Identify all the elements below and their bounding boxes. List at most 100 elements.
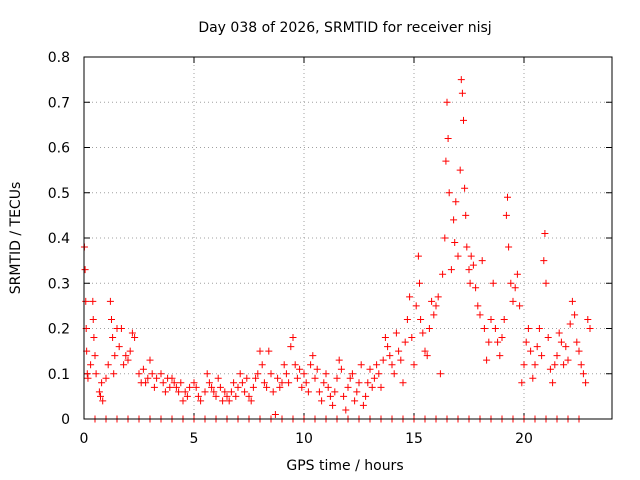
data-point — [285, 379, 293, 387]
data-point — [511, 284, 519, 292]
tick-labels: 0 5 10 15 20 0 0.1 0.2 0.3 0.4 0.5 0.6 0.7 0.8 — [48, 50, 533, 447]
data-point — [562, 343, 570, 351]
data-point — [353, 388, 361, 396]
data-point — [346, 374, 354, 382]
data-point — [373, 361, 381, 369]
data-point — [450, 216, 458, 224]
data-point — [192, 383, 200, 391]
data-point — [551, 361, 559, 369]
data-point — [324, 383, 332, 391]
data-point — [108, 315, 115, 323]
data-point — [520, 361, 528, 369]
data-point — [135, 370, 143, 378]
data-point — [150, 383, 158, 391]
data-point — [457, 76, 465, 84]
data-point — [524, 325, 532, 332]
data-point — [439, 270, 447, 278]
data-point — [472, 284, 480, 292]
y-tick-label: 0 — [61, 412, 70, 428]
data-point — [280, 361, 288, 369]
data-point — [110, 370, 118, 378]
data-point — [223, 392, 231, 400]
data-point — [560, 361, 568, 369]
data-point — [458, 89, 466, 97]
data-point — [243, 374, 251, 382]
data-point — [102, 374, 110, 382]
data-point — [442, 157, 450, 165]
data-point — [454, 252, 462, 260]
data-point — [161, 388, 169, 396]
data-point — [221, 388, 229, 396]
data-point — [529, 374, 537, 382]
data-point — [397, 356, 405, 364]
data-point — [276, 383, 284, 391]
data-point — [153, 374, 161, 382]
data-point — [109, 334, 117, 342]
data-point — [494, 338, 502, 346]
data-point — [516, 302, 524, 310]
data-point — [269, 388, 277, 396]
data-point — [410, 361, 418, 369]
data-point — [577, 361, 585, 369]
data-point — [89, 315, 97, 323]
data-point — [265, 347, 273, 355]
data-point — [443, 98, 451, 106]
data-point — [83, 370, 91, 378]
data-point — [348, 370, 356, 378]
data-point — [557, 338, 565, 346]
y-tick-label: 0.1 — [48, 367, 70, 383]
data-point — [340, 392, 348, 400]
data-point — [219, 397, 227, 405]
data-point — [90, 334, 98, 342]
data-point — [357, 361, 365, 369]
data-point — [122, 352, 130, 360]
data-point — [131, 334, 139, 342]
data-point — [344, 383, 352, 391]
data-point — [128, 329, 136, 337]
data-point — [432, 302, 440, 310]
data-point — [87, 361, 95, 369]
data-point — [234, 383, 242, 391]
data-point — [445, 189, 453, 197]
data-point — [584, 315, 592, 323]
data-point — [573, 338, 581, 346]
data-point — [541, 229, 549, 237]
data-point — [474, 302, 482, 310]
data-point — [386, 352, 394, 360]
data-point — [564, 356, 572, 364]
data-point — [469, 261, 477, 269]
data-point — [157, 370, 165, 378]
y-tick-label: 0.6 — [48, 141, 70, 157]
data-point — [197, 397, 205, 405]
data-point — [553, 352, 561, 360]
data-point — [441, 234, 449, 242]
data-point — [179, 397, 187, 405]
data-point — [311, 374, 319, 382]
data-point — [126, 347, 134, 355]
data-point — [335, 356, 343, 364]
data-point — [210, 388, 218, 396]
data-point — [522, 338, 530, 346]
data-point — [337, 365, 345, 373]
data-point — [480, 325, 488, 332]
data-point — [97, 392, 104, 400]
data-point — [263, 383, 271, 391]
data-point — [291, 361, 299, 369]
data-point — [370, 374, 378, 382]
data-point — [462, 211, 470, 219]
data-point — [225, 397, 233, 405]
data-point — [92, 370, 100, 378]
data-point — [300, 370, 308, 378]
data-point — [388, 361, 396, 369]
data-point — [159, 379, 167, 387]
data-point — [436, 370, 444, 378]
data-point — [89, 297, 97, 305]
data-point — [256, 347, 264, 355]
data-point — [542, 279, 550, 287]
data-point — [533, 343, 541, 351]
data-point — [84, 374, 92, 382]
data-point — [247, 397, 255, 405]
data-point — [423, 352, 431, 360]
data-point — [298, 383, 306, 391]
